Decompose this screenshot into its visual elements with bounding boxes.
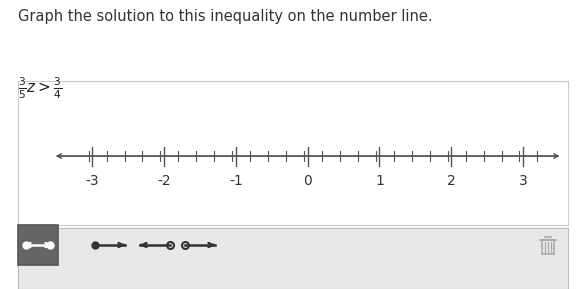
Text: Graph the solution to this inequality on the number line.: Graph the solution to this inequality on…	[18, 9, 432, 24]
Text: -3: -3	[86, 174, 99, 188]
Text: $\frac{3}{5}z > \frac{3}{4}$: $\frac{3}{5}z > \frac{3}{4}$	[18, 75, 62, 101]
Text: 0: 0	[304, 174, 312, 188]
Bar	[18, 225, 58, 265]
Text: 1: 1	[375, 174, 384, 188]
Text: -1: -1	[229, 174, 243, 188]
Text: 2: 2	[447, 174, 456, 188]
Text: 3: 3	[519, 174, 527, 188]
Text: -2: -2	[157, 174, 171, 188]
